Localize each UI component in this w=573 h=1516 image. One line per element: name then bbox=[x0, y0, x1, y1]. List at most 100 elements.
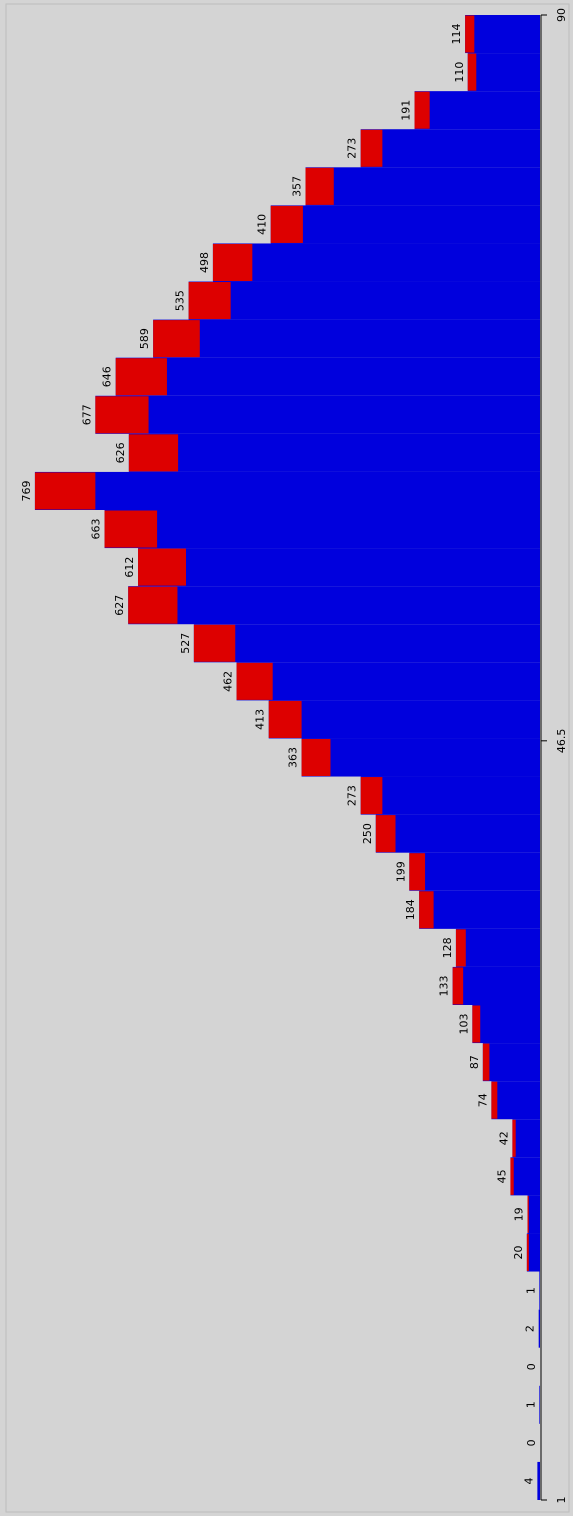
x-tick-label: 46.5 bbox=[555, 729, 568, 754]
bar-highlight bbox=[128, 434, 179, 472]
bar bbox=[539, 1271, 540, 1310]
value-label: 363 bbox=[287, 747, 300, 768]
bar bbox=[527, 1195, 540, 1234]
value-label: 677 bbox=[80, 404, 93, 425]
value-label: 612 bbox=[123, 557, 136, 578]
bar-highlight bbox=[360, 777, 383, 815]
bar-highlight bbox=[527, 1195, 529, 1233]
bar bbox=[34, 471, 540, 510]
bar-highlight bbox=[301, 738, 331, 777]
value-label: 1 bbox=[524, 1401, 537, 1408]
bar bbox=[526, 1233, 540, 1272]
bar-highlight bbox=[268, 700, 302, 738]
value-label: 462 bbox=[222, 671, 235, 692]
bar bbox=[236, 662, 540, 701]
value-label: 663 bbox=[90, 519, 103, 540]
bar-highlight bbox=[419, 891, 434, 929]
bar-highlight bbox=[305, 167, 334, 205]
bar bbox=[104, 510, 540, 549]
bar-highlight bbox=[236, 662, 273, 700]
bar bbox=[268, 700, 540, 739]
bar-highlight bbox=[138, 548, 186, 586]
value-label: 627 bbox=[113, 595, 126, 616]
bar-highlight bbox=[153, 320, 200, 358]
bar-highlight bbox=[95, 396, 149, 434]
value-label: 87 bbox=[468, 1055, 481, 1069]
bar bbox=[301, 738, 540, 777]
bar-highlight bbox=[360, 129, 383, 167]
value-label: 114 bbox=[450, 24, 463, 45]
value-label: 110 bbox=[453, 62, 466, 83]
value-label: 535 bbox=[174, 290, 187, 311]
bar bbox=[409, 852, 540, 891]
bar bbox=[360, 129, 540, 168]
bar bbox=[188, 281, 540, 320]
bar bbox=[539, 1385, 540, 1424]
value-label: 133 bbox=[438, 975, 451, 996]
bar bbox=[360, 776, 540, 815]
value-label: 128 bbox=[441, 937, 454, 958]
bar bbox=[375, 814, 540, 853]
value-label: 45 bbox=[495, 1169, 508, 1183]
value-label: 357 bbox=[291, 176, 304, 197]
bar-highlight bbox=[491, 1081, 498, 1119]
value-label: 273 bbox=[346, 138, 359, 159]
bar bbox=[115, 357, 541, 396]
bar-highlight bbox=[482, 1043, 490, 1081]
bar bbox=[465, 15, 540, 54]
bar bbox=[212, 243, 540, 282]
bar-highlight bbox=[455, 929, 466, 967]
bar-highlight bbox=[270, 205, 303, 243]
value-label: 19 bbox=[513, 1207, 526, 1221]
frame bbox=[5, 3, 570, 1513]
bar-highlight bbox=[115, 358, 167, 396]
bar bbox=[455, 928, 540, 967]
bar-highlight bbox=[526, 1233, 529, 1272]
value-label: 527 bbox=[179, 633, 192, 654]
x-tick-label: 1 bbox=[555, 1497, 568, 1504]
value-label: 626 bbox=[114, 442, 127, 463]
value-label: 2 bbox=[524, 1325, 537, 1332]
bar-highlight bbox=[512, 1119, 516, 1157]
bar-highlight bbox=[409, 853, 426, 891]
bar bbox=[472, 1005, 540, 1044]
x-tick-label: 90 bbox=[555, 8, 568, 22]
value-label: 191 bbox=[400, 100, 413, 121]
value-label: 250 bbox=[361, 823, 374, 844]
value-label: 0 bbox=[525, 1363, 538, 1370]
bar bbox=[538, 1309, 540, 1348]
value-label: 769 bbox=[20, 480, 33, 501]
value-label: 273 bbox=[346, 785, 359, 806]
value-label: 413 bbox=[254, 709, 267, 730]
bar-highlight bbox=[104, 510, 158, 548]
value-label: 184 bbox=[404, 899, 417, 920]
value-label: 4 bbox=[522, 1477, 535, 1484]
bar bbox=[305, 167, 540, 206]
bar-highlight bbox=[467, 53, 477, 91]
value-label: 1 bbox=[524, 1287, 537, 1294]
value-label: 498 bbox=[198, 252, 211, 273]
bar bbox=[467, 53, 540, 92]
value-label: 589 bbox=[138, 328, 151, 349]
bar bbox=[452, 966, 540, 1005]
value-label: 410 bbox=[256, 214, 269, 235]
value-label: 103 bbox=[457, 1014, 470, 1035]
bar-highlight bbox=[472, 1005, 481, 1043]
bar bbox=[128, 433, 541, 472]
bar bbox=[414, 91, 540, 130]
value-label: 74 bbox=[476, 1093, 489, 1107]
bar-highlight bbox=[414, 91, 430, 129]
bar-highlight bbox=[375, 815, 396, 853]
bar bbox=[270, 205, 540, 244]
value-label: 20 bbox=[512, 1246, 525, 1260]
bar-highlight bbox=[34, 472, 96, 510]
bar-highlight bbox=[212, 243, 253, 282]
value-label: 646 bbox=[101, 366, 114, 387]
value-label: 42 bbox=[497, 1131, 510, 1145]
bar bbox=[512, 1119, 540, 1158]
bar bbox=[491, 1081, 540, 1120]
bar bbox=[128, 586, 540, 625]
bar bbox=[419, 890, 540, 929]
bar-highlight bbox=[510, 1157, 514, 1195]
